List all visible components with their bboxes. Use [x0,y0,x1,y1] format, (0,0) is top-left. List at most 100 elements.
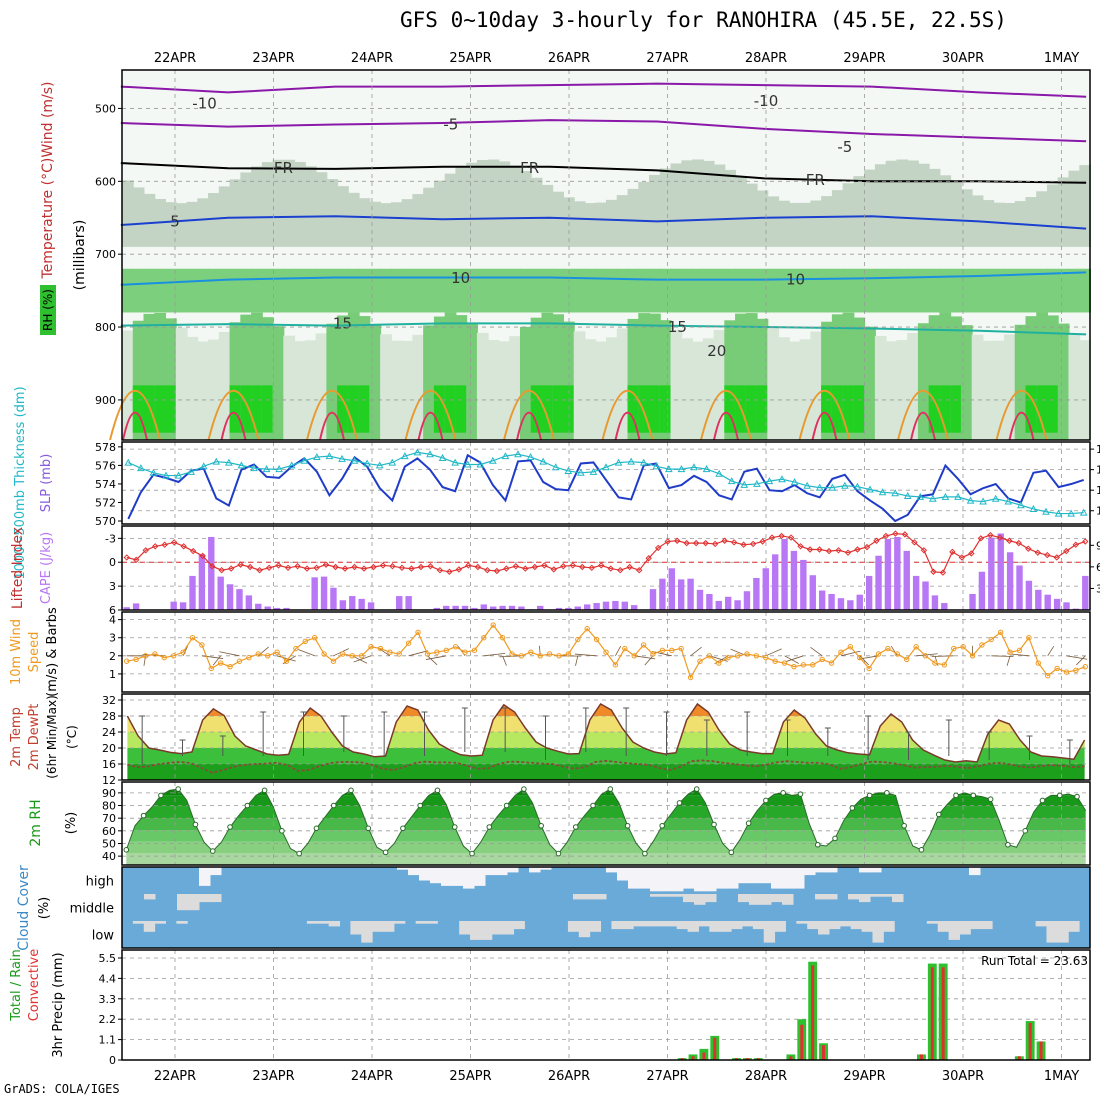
rh-band [1003,203,1016,247]
cape-bar [809,575,816,610]
cloud-cell [828,921,841,930]
rh-band [638,313,651,440]
cloud-cell [859,867,871,873]
rh-band [562,321,575,440]
cape-bar [236,589,243,610]
rh-band [950,385,962,433]
date-label-top: 1MAY [1044,51,1079,66]
credit-footer: GrADS: COLA/IGES [4,1082,120,1096]
cape-bar [396,596,403,610]
rh-band [1079,340,1091,440]
thickness-point [1042,507,1050,515]
rh-point [538,822,544,829]
rh-band [126,830,1086,842]
rh-band [864,326,876,440]
thickness-point [287,461,296,469]
rh-band [670,268,683,313]
rh-band [272,159,285,247]
cloud-cell [705,867,717,892]
rh-band [423,325,435,440]
wind-point [189,635,196,641]
rh-band [874,164,887,247]
li-point [588,564,595,572]
rh-band [240,172,253,247]
rh-band [874,268,887,313]
wind-point [678,645,684,652]
cape-bar [969,594,976,610]
thickness-point [338,454,346,462]
cloud-cell [617,867,629,881]
cape-bar [837,598,845,610]
li-point [844,549,852,556]
rh-point [935,811,942,818]
wind-barb [425,655,447,660]
rh-band [616,268,629,313]
rh-band [208,268,220,313]
rh-band [1068,170,1081,247]
rh-band [831,385,844,433]
rh-band [433,385,446,433]
contour-line [207,390,260,441]
li-point [436,566,444,574]
rh-point [261,787,268,794]
cloud-row-label: low [92,929,115,944]
contour-label: FR [274,159,293,177]
rh-band [1068,333,1081,440]
contour-line [220,411,247,441]
cape-bar [1082,575,1089,610]
rh-point [849,805,856,811]
li-point [218,566,225,574]
cape-bar [668,568,675,610]
rh-band [122,330,134,440]
rh-band [767,268,780,313]
rh-band [251,268,263,313]
rh-band [939,175,952,247]
rh-point [175,786,181,792]
rh-point [417,802,423,809]
rh-band [842,268,855,313]
rh-band [347,268,360,313]
precip-conv-bar [789,1056,793,1060]
rh-band [993,268,1005,313]
rh-band [208,339,220,440]
contour-line [614,411,641,441]
contour-line [120,82,1087,98]
cloud-cell [763,921,776,943]
cloud-cell [826,894,838,900]
rh-band [606,199,618,247]
rh-band [476,160,489,247]
rh-band [126,806,1086,819]
wind-point [340,651,346,657]
thickness-point [903,491,912,499]
precip-conv-bar [930,967,934,1060]
rh-band [455,385,468,433]
rh-band [670,163,683,247]
cloud-cell [683,867,695,889]
cloud-cell [937,921,950,932]
rh-band [347,312,360,440]
wind-point [1007,649,1013,655]
rh-band [122,180,134,247]
rh-point [884,790,890,796]
wind-point [509,651,515,657]
rh-band [831,268,844,313]
rh-band [476,332,489,440]
rh-band [380,334,392,440]
axis-label: Speed [27,632,42,673]
cloud-cell [654,921,667,927]
wind-point [1082,663,1089,670]
li-point [626,563,633,571]
rh-band [928,168,941,247]
cloud-cell [1068,921,1080,932]
cloud-cell [430,867,442,884]
rh-band [530,385,543,433]
wind-barb [212,655,221,666]
rh-point [469,850,475,857]
rh-band [724,385,737,433]
axis-label: Cloud Cover [16,865,32,951]
cloud-row-label: middle [70,902,114,917]
rh-band [735,176,747,247]
rh-band [122,268,134,313]
li-point [759,538,766,545]
rh-point [797,791,804,797]
